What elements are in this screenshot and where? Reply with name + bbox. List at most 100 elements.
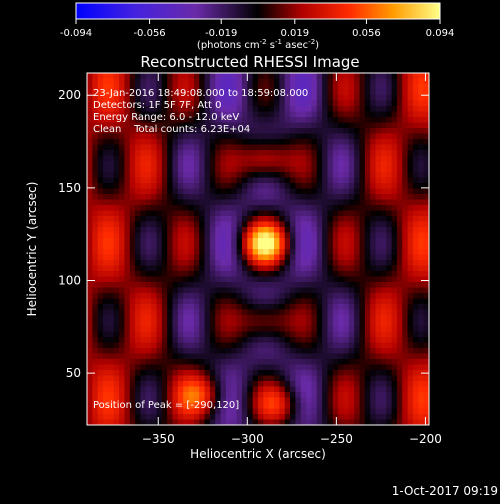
heatmap-pixel [348,331,355,338]
heatmap-pixel [338,106,344,112]
heatmap-image [87,73,430,426]
heatmap-pixel [199,282,205,288]
heatmap-pixel [151,408,157,415]
heatmap-pixel [172,320,179,327]
heatmap-pixel [129,188,136,195]
heatmap-pixel [311,73,318,79]
heatmap-pixel [225,243,232,250]
heatmap-pixel [231,249,238,255]
heatmap-pixel [354,106,360,112]
heatmap-pixel [225,232,232,239]
heatmap-pixel [343,276,350,283]
heatmap-pixel [140,199,147,206]
heatmap-pixel [124,106,131,112]
heatmap-pixel [97,386,104,393]
heatmap-pixel [364,392,371,398]
heatmap-pixel [364,210,371,217]
heatmap-pixel [225,386,232,393]
heatmap-pixel [279,144,286,151]
heatmap-pixel [263,381,270,387]
heatmap-pixel [284,381,291,387]
heatmap-pixel [407,304,414,310]
heatmap-pixel [225,276,232,283]
heatmap-pixel [119,320,125,327]
heatmap-pixel [300,128,307,134]
heatmap-pixel [354,348,360,354]
heatmap-pixel [364,249,371,255]
heatmap-pixel [177,381,184,387]
heatmap-pixel [193,84,200,90]
heatmap-pixel [396,166,403,173]
heatmap-pixel [92,414,99,420]
heatmap-pixel [113,210,120,217]
heatmap-pixel [156,282,163,288]
heatmap-pixel [108,293,115,299]
heatmap-pixel [183,243,189,250]
heatmap-pixel [284,133,291,140]
heatmap-pixel [359,337,366,343]
heatmap-pixel [306,139,312,145]
heatmap-pixel [418,78,425,85]
heatmap-pixel [188,161,195,167]
heatmap-pixel [375,342,382,349]
heatmap-pixel [161,414,168,420]
heatmap-pixel [332,227,339,233]
heatmap-pixel [129,419,136,426]
heatmap-pixel [129,133,136,140]
heatmap-pixel [354,150,360,156]
heatmap-pixel [199,326,205,332]
heatmap-pixel [274,298,280,305]
heatmap-pixel [386,106,392,112]
heatmap-pixel [193,122,200,129]
heatmap-pixel [124,111,131,118]
heatmap-pixel [407,375,414,382]
heatmap-pixel [391,232,398,239]
heatmap-pixel [204,84,211,90]
heatmap-pixel [332,139,339,145]
heatmap-pixel [92,260,99,266]
heatmap-pixel [370,194,376,200]
heatmap-pixel [215,271,221,277]
heatmap-pixel [177,95,184,101]
heatmap-pixel [354,408,360,415]
heatmap-pixel [156,414,163,420]
heatmap-pixel [161,117,168,123]
heatmap-pixel [220,133,227,140]
heatmap-pixel [247,122,254,129]
heatmap-pixel [274,364,280,371]
heatmap-pixel [151,89,157,96]
heatmap-pixel [151,166,157,173]
heatmap-pixel [295,408,302,415]
heatmap-pixel [108,183,115,189]
heatmap-pixel [322,293,328,299]
heatmap-pixel [151,298,157,305]
heatmap-pixel [172,282,179,288]
heatmap-pixel [108,232,115,239]
heatmap-pixel [284,111,291,118]
heatmap-pixel [97,309,104,316]
heatmap-pixel [167,106,173,112]
heatmap-pixel [252,243,259,250]
heatmap-pixel [407,309,414,316]
heatmap-pixel [316,172,323,178]
heatmap-pixel [316,199,323,206]
heatmap-pixel [241,370,248,376]
heatmap-pixel [188,331,195,338]
heatmap-pixel [338,326,344,332]
heatmap-pixel [263,117,270,123]
heatmap-pixel [306,293,312,299]
heatmap-pixel [418,408,425,415]
heatmap-pixel [423,359,430,365]
heatmap-pixel [161,194,168,200]
heatmap-pixel [225,89,232,96]
heatmap-pixel [391,216,398,222]
heatmap-pixel [124,155,131,162]
heatmap-pixel [252,210,259,217]
heatmap-pixel [402,392,409,398]
heatmap-pixel [402,375,409,382]
heatmap-pixel [279,232,286,239]
heatmap-pixel [412,117,419,123]
heatmap-pixel [380,287,387,294]
heatmap-pixel [279,183,286,189]
heatmap-pixel [274,144,280,151]
